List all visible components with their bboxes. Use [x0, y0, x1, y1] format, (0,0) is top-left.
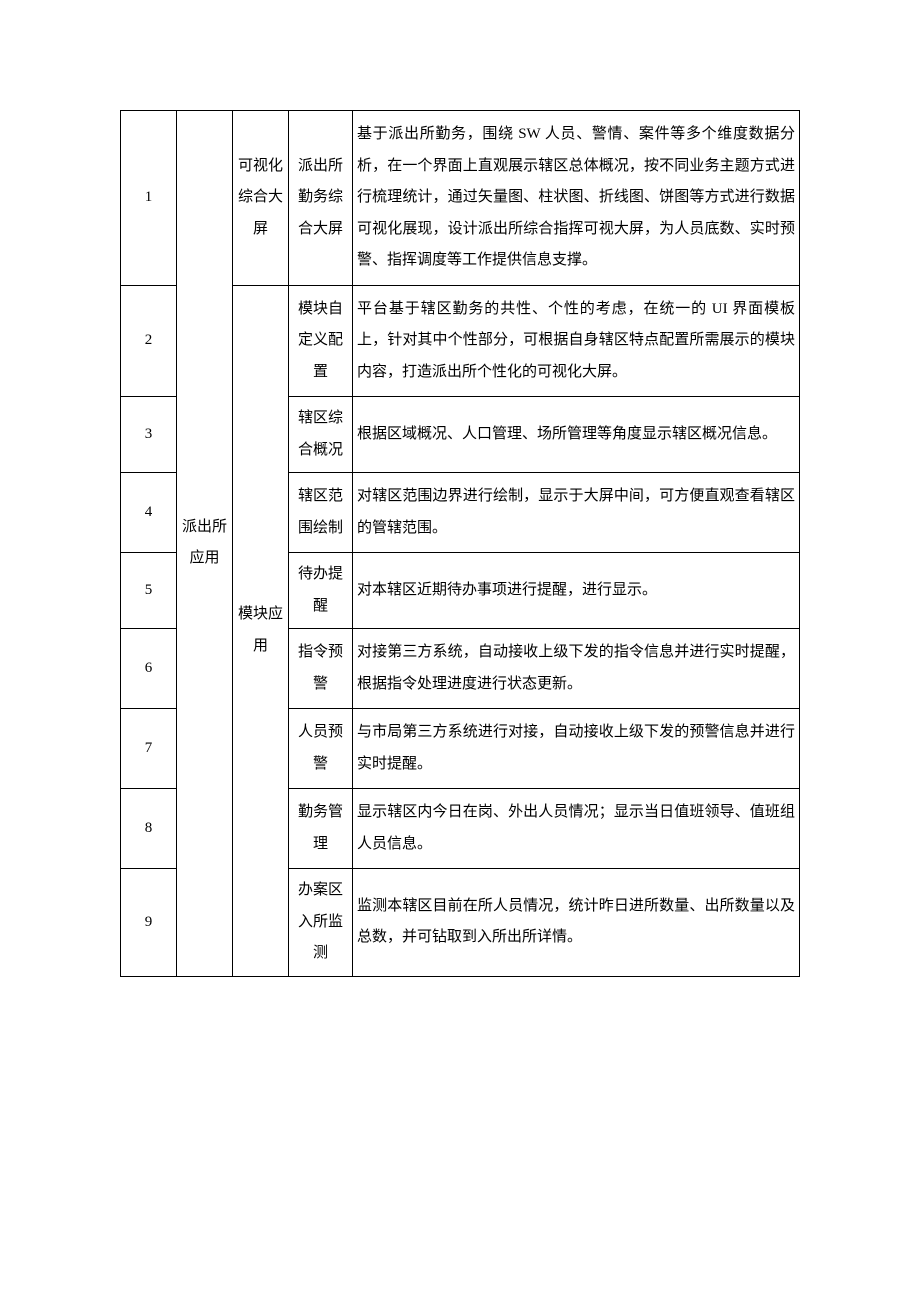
module-category: 模块应用 — [233, 285, 289, 976]
feature-name: 辖区范围绘制 — [289, 473, 353, 553]
row-index: 8 — [121, 789, 177, 869]
module-category: 可视化综合大屏 — [233, 111, 289, 286]
feature-desc: 对本辖区近期待办事项进行提醒，进行显示。 — [353, 553, 800, 629]
feature-desc: 基于派出所勤务，围绕 SW 人员、警情、案件等多个维度数据分析，在一个界面上直观… — [353, 111, 800, 286]
row-index: 2 — [121, 285, 177, 397]
feature-desc: 平台基于辖区勤务的共性、个性的考虑，在统一的 UI 界面模板上，针对其中个性部分… — [353, 285, 800, 397]
spec-table: 1 派出所应用 可视化综合大屏 派出所勤务综合大屏 基于派出所勤务，围绕 SW … — [120, 110, 800, 977]
row-index: 9 — [121, 869, 177, 977]
feature-name: 派出所勤务综合大屏 — [289, 111, 353, 286]
row-index: 6 — [121, 629, 177, 709]
feature-desc: 根据区域概况、人口管理、场所管理等角度显示辖区概况信息。 — [353, 397, 800, 473]
feature-desc: 监测本辖区目前在所人员情况，统计昨日进所数量、出所数量以及总数，并可钻取到入所出… — [353, 869, 800, 977]
row-index: 1 — [121, 111, 177, 286]
feature-name: 待办提醒 — [289, 553, 353, 629]
row-index: 5 — [121, 553, 177, 629]
row-index: 4 — [121, 473, 177, 553]
app-category: 派出所应用 — [177, 111, 233, 977]
feature-name: 辖区综合概况 — [289, 397, 353, 473]
feature-desc: 对接第三方系统，自动接收上级下发的指令信息并进行实时提醒，根据指令处理进度进行状… — [353, 629, 800, 709]
feature-name: 勤务管理 — [289, 789, 353, 869]
feature-name: 指令预警 — [289, 629, 353, 709]
row-index: 7 — [121, 709, 177, 789]
feature-desc: 与市局第三方系统进行对接，自动接收上级下发的预警信息并进行实时提醒。 — [353, 709, 800, 789]
row-index: 3 — [121, 397, 177, 473]
feature-name: 人员预警 — [289, 709, 353, 789]
table-row: 1 派出所应用 可视化综合大屏 派出所勤务综合大屏 基于派出所勤务，围绕 SW … — [121, 111, 800, 286]
feature-desc: 对辖区范围边界进行绘制，显示于大屏中间，可方便直观查看辖区的管辖范围。 — [353, 473, 800, 553]
feature-name: 模块自定义配置 — [289, 285, 353, 397]
feature-desc: 显示辖区内今日在岗、外出人员情况；显示当日值班领导、值班组人员信息。 — [353, 789, 800, 869]
feature-name: 办案区入所监测 — [289, 869, 353, 977]
